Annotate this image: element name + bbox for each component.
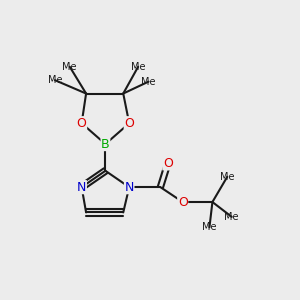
Text: Me: Me — [202, 222, 217, 232]
Text: O: O — [178, 196, 188, 208]
Text: O: O — [163, 157, 173, 170]
Text: N: N — [77, 181, 86, 194]
Text: Me: Me — [48, 75, 62, 85]
Text: N: N — [124, 181, 134, 194]
Text: O: O — [77, 117, 87, 130]
Text: Me: Me — [224, 212, 239, 222]
Text: Me: Me — [62, 62, 77, 72]
Text: O: O — [124, 117, 134, 130]
Text: B: B — [101, 138, 110, 151]
Text: Me: Me — [141, 76, 156, 87]
Text: Me: Me — [131, 62, 146, 72]
Text: Me: Me — [220, 172, 235, 182]
